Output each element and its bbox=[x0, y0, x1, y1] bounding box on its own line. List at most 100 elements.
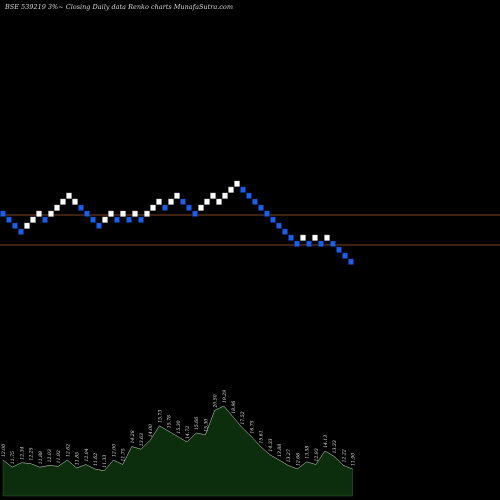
volume-label: 15.30 bbox=[203, 419, 209, 432]
renko-brick-down bbox=[264, 210, 270, 217]
volume-label: 11.92 bbox=[56, 450, 62, 463]
volume-label: 17.52 bbox=[240, 411, 246, 424]
renko-brick-down bbox=[180, 198, 186, 205]
renko-brick-down bbox=[306, 240, 312, 247]
renko-brick-up bbox=[210, 192, 216, 199]
renko-brick-up bbox=[72, 198, 78, 205]
volume-label: 14.13 bbox=[323, 435, 329, 448]
renko-brick-down bbox=[294, 240, 300, 247]
renko-brick-up bbox=[144, 210, 150, 217]
volume-label: 13.27 bbox=[286, 449, 292, 462]
volume-line bbox=[2, 405, 353, 472]
volume-label: 19.29 bbox=[222, 390, 228, 403]
volume-label: 13.88 bbox=[277, 444, 283, 457]
renko-brick-up bbox=[168, 198, 174, 205]
renko-brick-up bbox=[156, 198, 162, 205]
volume-label: 11.88 bbox=[38, 451, 44, 464]
renko-brick-up bbox=[132, 210, 138, 217]
renko-brick-up bbox=[222, 192, 228, 199]
renko-brick-down bbox=[258, 204, 264, 211]
renko-brick-up bbox=[198, 204, 204, 211]
chart-title: BSE 539219 3%~ Closing Daily data Renko … bbox=[4, 3, 233, 11]
renko-brick-up bbox=[216, 198, 222, 205]
renko-brick-down bbox=[192, 210, 198, 217]
volume-fill bbox=[2, 405, 353, 497]
volume-label: 12.93 bbox=[314, 448, 320, 461]
renko-brick-down bbox=[126, 216, 132, 223]
volume-label: 15.73 bbox=[157, 410, 163, 423]
volume-label: 11.85 bbox=[75, 452, 81, 465]
volume-label: 11.62 bbox=[93, 453, 99, 466]
volume-label: 13.63 bbox=[139, 433, 145, 446]
renko-brick-down bbox=[342, 252, 348, 259]
renko-brick-down bbox=[270, 216, 276, 223]
renko-bricks bbox=[0, 180, 354, 265]
volume-label: 18.96 bbox=[231, 401, 237, 414]
volume-label: 13.33 bbox=[332, 440, 338, 453]
volume-label: 12.62 bbox=[65, 444, 71, 457]
renko-brick-down bbox=[348, 258, 354, 265]
renko-brick-down bbox=[6, 216, 12, 223]
renko-brick-down bbox=[42, 216, 48, 223]
renko-brick-up bbox=[24, 222, 30, 229]
volume-area bbox=[2, 405, 353, 497]
volume-label: 11.75 bbox=[121, 448, 127, 461]
renko-brick-up bbox=[234, 180, 240, 187]
renko-brick-down bbox=[318, 240, 324, 247]
renko-brick-up bbox=[108, 210, 114, 217]
renko-brick-down bbox=[18, 228, 24, 235]
volume-label: 12.00 bbox=[1, 444, 7, 457]
renko-brick-up bbox=[60, 198, 66, 205]
renko-brick-down bbox=[330, 240, 336, 247]
renko-brick-down bbox=[276, 222, 282, 229]
renko-brick-up bbox=[30, 216, 36, 223]
renko-brick-down bbox=[246, 192, 252, 199]
renko-brick-up bbox=[324, 234, 330, 241]
renko-brick-down bbox=[78, 204, 84, 211]
renko-brick-up bbox=[300, 234, 306, 241]
volume-label: 15.78 bbox=[167, 415, 173, 428]
reference-lines bbox=[0, 214, 500, 246]
volume-label: 14.00 bbox=[148, 424, 154, 437]
volume-label: 20.50 bbox=[213, 394, 219, 408]
volume-label: 15.61 bbox=[259, 430, 265, 443]
renko-brick-up bbox=[54, 204, 60, 211]
renko-brick-up bbox=[102, 216, 108, 223]
volume-label: 12.22 bbox=[341, 449, 347, 462]
renko-brick-down bbox=[288, 234, 294, 241]
renko-brick-down bbox=[84, 210, 90, 217]
renko-brick-down bbox=[12, 222, 18, 229]
volume-label: 16.75 bbox=[249, 420, 255, 433]
volume-label: 12.25 bbox=[29, 447, 35, 460]
volume-label: 11.75 bbox=[10, 451, 16, 464]
renko-brick-down bbox=[240, 186, 246, 193]
volume-label: 15.30 bbox=[176, 420, 182, 433]
volume-label: 14.28 bbox=[130, 430, 136, 443]
volume-label: 12.34 bbox=[19, 446, 25, 459]
renko-brick-down bbox=[336, 246, 342, 253]
renko-brick-up bbox=[204, 198, 210, 205]
volume-label: 13.58 bbox=[305, 446, 311, 459]
volume-label: 12.00 bbox=[111, 444, 117, 457]
renko-brick-down bbox=[186, 204, 192, 211]
volume-label: 12.03 bbox=[47, 449, 53, 462]
volume-label: 12.04 bbox=[84, 448, 90, 461]
volume-label: 14.33 bbox=[268, 438, 274, 451]
renko-brick-down bbox=[0, 210, 6, 217]
renko-brick-down bbox=[252, 198, 258, 205]
renko-brick-down bbox=[138, 216, 144, 223]
volume-label: 11.33 bbox=[102, 455, 108, 468]
renko-brick-up bbox=[36, 210, 42, 217]
volume-label: 12.66 bbox=[295, 453, 301, 466]
renko-brick-down bbox=[282, 228, 288, 235]
renko-brick-down bbox=[162, 204, 168, 211]
volume-label: 11.90 bbox=[351, 453, 357, 466]
renko-brick-down bbox=[96, 222, 102, 229]
renko-brick-down bbox=[90, 216, 96, 223]
renko-brick-up bbox=[174, 192, 180, 199]
renko-brick-up bbox=[150, 204, 156, 211]
renko-brick-up bbox=[312, 234, 318, 241]
renko-brick-down bbox=[114, 216, 120, 223]
